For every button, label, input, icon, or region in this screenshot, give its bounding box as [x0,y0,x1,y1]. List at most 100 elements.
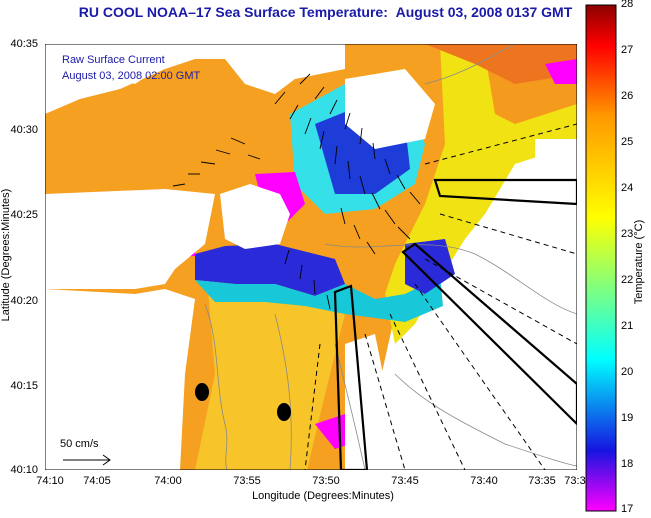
cbar-tick: 18 [621,458,634,470]
current-vector [366,241,376,255]
colorbar-gradient [585,4,617,512]
transect-box [333,284,369,470]
x-tick: 73:40 [470,475,498,487]
current-vector [359,127,363,145]
depth-contour [334,343,366,470]
current-vector [299,73,311,85]
transect-boxes [333,178,577,470]
radial-line [414,283,546,470]
radial-lines [304,123,577,470]
current-vector [344,112,351,130]
y-tick: 40:10 [10,464,38,476]
station-marker [277,403,291,421]
scale-arrow [63,454,111,466]
cbar-tick: 26 [621,90,634,102]
missing-data-south-1 [345,334,385,470]
current-vector [340,207,346,225]
land-new-jersey-south [45,289,195,470]
legend-line1: Raw Surface Current [62,54,165,66]
sst-offshore-darkorange [425,44,577,84]
sst-blue-patch [405,239,455,294]
depth-contour [204,303,228,470]
station-marker [195,383,209,401]
colorbar-label: Temperature (°C) [633,219,645,305]
depth-contour [324,243,577,315]
radial-line [304,343,321,470]
current-vector [347,160,351,180]
radial-line [439,213,577,255]
current-vector [314,86,325,100]
current-vector [230,137,246,145]
current-vector [274,91,286,105]
current-vector [299,264,303,280]
title-right: August 03, 2008 0137 GMT [395,4,573,20]
current-vector [313,279,316,295]
title-left: RU COOL NOAA–17 Sea Surface Temperature: [78,4,388,20]
y-tick: 40:35 [10,38,38,50]
land-staten-island [45,44,345,114]
colorbar [585,4,617,512]
current-vector [215,149,231,155]
current-vector [247,154,261,160]
current-vector [329,99,338,115]
x-tick: 73:45 [391,475,419,487]
current-vector [409,191,421,205]
current-vectors [172,73,421,310]
x-tick: 74:10 [36,475,64,487]
current-vector [200,161,216,165]
transect-box [401,242,577,426]
current-vector [326,294,331,310]
sst-cyan-band [195,276,443,322]
land-new-jersey-north [45,189,215,289]
cbar-tick: 17 [621,503,634,515]
cbar-tick: 24 [621,182,634,194]
current-vector [334,145,338,165]
cbar-tick: 28 [621,0,634,10]
y-tick: 40:30 [10,124,38,136]
x-tick: 74:05 [83,475,111,487]
current-vector [304,117,312,135]
current-vector [319,130,325,150]
depth-contour [274,313,292,470]
sst-map [45,44,577,470]
sst-ne-magenta [545,59,577,84]
y-axis-label: Latitude (Degrees:Minutes) [0,188,12,322]
x-tick: 74:00 [154,475,182,487]
y-tick: 40:25 [10,209,38,221]
missing-data-harbor [345,69,435,149]
current-vector [172,183,186,187]
radial-line [364,333,406,470]
cbar-tick: 23 [621,228,634,240]
y-tick: 40:15 [10,380,38,392]
depth-contour [424,44,516,85]
current-vector [384,209,396,225]
current-vector [397,226,411,240]
cbar-tick: 19 [621,412,634,424]
cbar-tick: 27 [621,44,634,56]
cbar-tick: 22 [621,274,634,286]
bathymetry-contours [204,44,577,470]
transect-box [433,178,577,206]
sst-cold-band [195,244,345,296]
map-title: RU COOL NOAA–17 Sea Surface Temperature:… [0,4,651,20]
current-vector [396,174,406,190]
current-vector [284,249,290,265]
current-vector [371,192,381,210]
cbar-tick: 25 [621,136,634,148]
depth-contour [394,373,577,467]
x-tick: 73:3 [564,475,586,487]
x-tick: 73:55 [233,475,261,487]
y-tick: 40:20 [10,295,38,307]
radial-line [424,258,577,345]
current-vector [384,158,391,175]
current-vector [359,175,366,195]
cbar-tick: 21 [621,320,634,332]
scale-label: 50 cm/s [60,438,99,450]
x-tick: 73:50 [312,475,340,487]
current-vector [289,104,299,120]
radial-line [389,313,466,470]
x-tick: 73:35 [528,475,556,487]
missing-data-east [535,139,577,194]
land-sandy-hook [220,184,290,249]
x-axis-label: Longitude (Degrees:Minutes) [252,490,394,502]
